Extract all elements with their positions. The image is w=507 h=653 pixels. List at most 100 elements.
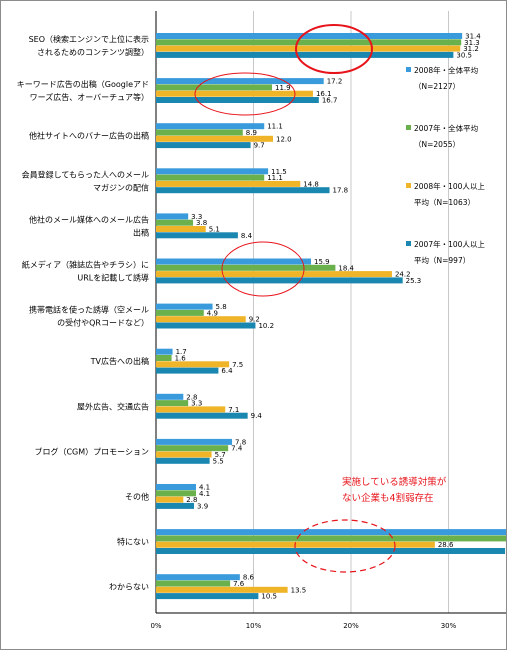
- bar-1: [156, 529, 507, 536]
- data-label: 9.2: [249, 316, 260, 324]
- bar-2: [156, 309, 204, 316]
- data-label: 2.8: [186, 496, 197, 504]
- bar-2: [156, 84, 273, 91]
- data-label: 12.0: [276, 135, 292, 143]
- data-label: 14.8: [303, 180, 319, 188]
- data-label: 25.3: [406, 277, 422, 285]
- bar-1: [156, 438, 233, 445]
- bar-3: [156, 226, 206, 232]
- highlight-ellipse-none: [294, 519, 396, 573]
- category-label: ワーズ広告、オーバーチュア等）: [30, 92, 149, 102]
- bar-1: [156, 393, 184, 400]
- category-label: 他社のメール媒体へのメール広告: [29, 214, 149, 224]
- data-label: 1.7: [176, 348, 187, 356]
- legend-label: 2007年・100人以上: [414, 239, 485, 249]
- data-label: 11.5: [271, 168, 287, 176]
- category-label: 屋外広告、交通広告: [77, 401, 149, 411]
- data-label: 3.8: [196, 219, 207, 227]
- bar-1: [156, 348, 173, 355]
- bar-3: [156, 406, 226, 413]
- data-label: 3.3: [191, 400, 202, 408]
- legend-swatch: [406, 67, 411, 72]
- x-tick-label: 20%: [343, 622, 359, 630]
- annotation-text: 実施している誘導対策が: [342, 476, 447, 488]
- bar-2: [156, 535, 507, 542]
- annotation-text: ない企業も4割弱存在: [342, 492, 434, 504]
- highlight-ellipse-keyword: [194, 72, 296, 116]
- bar-1: [156, 78, 324, 85]
- legend-label: （N=2127）: [414, 82, 460, 91]
- data-label: 4.1: [199, 490, 210, 498]
- bar-2: [156, 355, 172, 361]
- legend-swatch: [406, 183, 411, 188]
- bar-3: [156, 496, 184, 503]
- data-label: 5.1: [209, 226, 220, 234]
- category-label: 紙メディア（雑誌広告やチラシ）に: [22, 259, 149, 269]
- data-label: 4.9: [207, 309, 218, 317]
- data-label: 5.5: [213, 457, 224, 465]
- bar-2: [156, 174, 265, 181]
- data-label: 7.8: [235, 438, 246, 446]
- data-label: 17.8: [333, 187, 349, 195]
- bar-4: [156, 457, 210, 464]
- category-label: URLを記載して誘導: [77, 272, 149, 282]
- bar-3: [156, 586, 288, 593]
- data-label: 4.1: [199, 484, 210, 492]
- bar-4: [156, 548, 506, 554]
- bar-3: [156, 316, 246, 323]
- bar-3: [156, 361, 230, 368]
- bar-2: [156, 219, 194, 226]
- data-label: 17.2: [327, 78, 343, 86]
- data-label: 8.6: [243, 574, 255, 582]
- bar-4: [156, 142, 251, 149]
- bar-3: [156, 451, 212, 458]
- bar-3: [156, 271, 392, 278]
- bar-3: [156, 180, 301, 187]
- data-label: 30.5: [456, 51, 472, 59]
- x-tick-label: 0%: [150, 622, 161, 630]
- category-label: の受付やQRコードなど）: [57, 318, 149, 328]
- data-label: 9.4: [251, 412, 263, 420]
- data-label: 10.2: [258, 322, 274, 330]
- highlight-ellipse-print: [221, 241, 305, 297]
- data-label: 10.5: [261, 593, 277, 601]
- legend-swatch: [406, 241, 411, 246]
- data-label: 16.7: [322, 97, 338, 105]
- category-label: わからない: [109, 583, 149, 592]
- legend-label: （N=2055）: [414, 140, 460, 149]
- data-label: 5.8: [216, 303, 227, 311]
- data-label: 11.9: [275, 84, 291, 92]
- bar-4: [156, 232, 238, 239]
- data-label: 16.1: [316, 90, 332, 98]
- bar-2: [156, 490, 196, 497]
- bar-2: [156, 39, 462, 46]
- category-label: 特にない: [117, 537, 149, 547]
- bar-4: [156, 322, 256, 329]
- legend-swatch: [406, 125, 411, 130]
- category-label: 会員登録してもらった人へのメール: [22, 169, 149, 179]
- bar-1: [156, 574, 240, 581]
- bar-1: [156, 33, 463, 39]
- bar-1: [156, 484, 196, 490]
- data-label: 7.6: [233, 580, 245, 588]
- bar-1: [156, 213, 189, 220]
- category-label: TV広告への出稿: [90, 356, 149, 366]
- data-label: 2.8: [186, 393, 197, 401]
- bar-4: [156, 187, 330, 194]
- category-label: 出稿: [133, 227, 149, 237]
- data-label: 31.2: [463, 45, 479, 53]
- legend-label: 2008年・100人以上: [414, 181, 485, 191]
- data-label: 24.2: [395, 271, 411, 279]
- category-label: ブログ（CGM）プロモーション: [34, 446, 149, 456]
- data-label: 31.3: [464, 39, 480, 47]
- bar-2: [156, 400, 189, 407]
- bar-4: [156, 367, 219, 374]
- bar-4: [156, 277, 403, 284]
- bar-4: [156, 502, 195, 509]
- x-tick-label: 30%: [441, 622, 457, 630]
- category-label: キーワード広告の出稿（Googleアド: [17, 79, 149, 89]
- bar-3: [156, 135, 273, 142]
- category-label: SEO（検索エンジンで上位に表示: [29, 34, 149, 44]
